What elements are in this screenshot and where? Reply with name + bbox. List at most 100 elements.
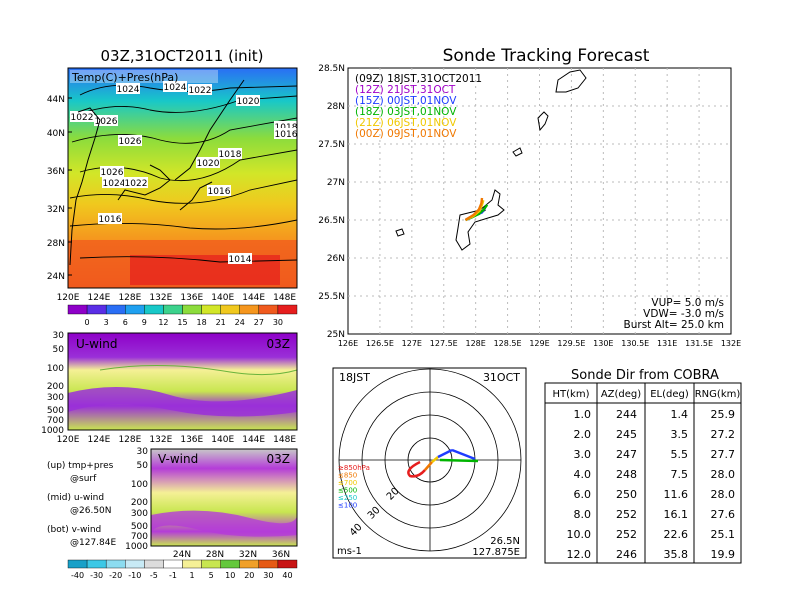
uwind-lon-tick: 144E (242, 435, 265, 445)
isobar-label: 1024 (103, 179, 126, 189)
table-cell: 252 (616, 528, 637, 541)
island-outlines (395, 69, 587, 251)
isobar-label-bg (218, 148, 242, 159)
uwind-pressure-tick: 700 (47, 416, 64, 426)
vwind-lat-tick: 32N (239, 550, 257, 560)
table-cell: 250 (616, 488, 637, 501)
wind-colorbar-label: -30 (90, 571, 103, 580)
uwind-lon-tick: 120E (57, 435, 80, 445)
uwind-pressure-tick: 1000 (41, 426, 64, 436)
isobar-label-bg (236, 95, 260, 106)
isobar-label-bg (94, 115, 118, 126)
isobar-label-bg (196, 157, 220, 168)
track-lon-tick: 127.5E (430, 339, 458, 348)
map-lat-tick: 36N (47, 167, 65, 177)
polar-level-legend: ≥850hPa≤850≤700≤500≤250≤100 (338, 464, 370, 510)
temp-colorbar-swatch (163, 304, 183, 315)
track-lon-tick: 131E (657, 339, 677, 348)
table-cell: 4.0 (574, 468, 592, 481)
table-header-cell: EL(deg) (650, 389, 689, 400)
uwind-lon-ticks: 120E 124E 128E 132E 136E 140E 144E 148E (57, 435, 297, 445)
map-lon-tick: 120E (57, 293, 80, 303)
wind-colorbar-swatch (163, 559, 183, 569)
launch-legend-entry: (00Z) 09JST,01NOV (355, 128, 457, 140)
isobar-label: 1026 (101, 168, 124, 178)
uwind-lon-tick: 128E (118, 435, 141, 445)
isobar (69, 179, 298, 204)
wind-colorbar-label: -10 (128, 571, 141, 580)
track-lon-tick: 131.5E (685, 339, 713, 348)
vwind-lat-tick: 24N (173, 550, 191, 560)
launch-param: VUP= 5.0 m/s (651, 297, 724, 309)
wind-colorbar-label: -40 (71, 571, 84, 580)
wind-colorbar-label: 30 (263, 571, 273, 580)
polar-time-label: 18JST (339, 371, 370, 384)
isobar-label-bg (274, 128, 298, 139)
isobar-label-bg (124, 177, 148, 188)
polar-date-label: 31OCT (483, 371, 520, 384)
table-cell: 22.6 (664, 528, 689, 541)
isobar-label-bg (116, 83, 140, 94)
map-lon-tick: 140E (211, 293, 234, 303)
track-lon-tick: 128E (466, 339, 486, 348)
track-panel: Sonde Tracking Forecast 28.5N 28N 27.5N 27N… (318, 46, 741, 348)
table-cell: 27.2 (711, 428, 736, 441)
table-cell: 35.8 (664, 548, 689, 561)
map-lon-tick: 124E (88, 293, 111, 303)
wind-colorbar-swatch (258, 559, 279, 569)
table-cell: 16.1 (664, 508, 689, 521)
map-lon-tick: 148E (273, 293, 296, 303)
map-lon-tick: 144E (242, 293, 265, 303)
isobar-label-bg (70, 111, 94, 122)
table-cell: 247 (616, 448, 637, 461)
temp-colorbar-swatch (258, 304, 279, 315)
isobar-label-bg (163, 81, 187, 92)
panel-legend-notes: (up) tmp+pres @surf (mid) u-wind @26.50N (bo… (47, 461, 116, 548)
isobar-label: 1026 (95, 117, 118, 127)
isobar (69, 95, 298, 119)
map-lon-tick: 128E (118, 293, 141, 303)
polar-level-label: ≤250 (338, 494, 357, 502)
track-lon-tick: 127E (402, 339, 422, 348)
map-lat-tick: 32N (47, 205, 65, 215)
temp-colorbar-label: 21 (216, 318, 226, 327)
legend-note: @surf (70, 474, 97, 484)
table-cell: 8.0 (574, 508, 592, 521)
temp-colorbar-swatch (125, 304, 145, 315)
launch-legend-entry: (12Z) 21JST,31OCT (355, 84, 456, 96)
isobar-label: 1016 (208, 187, 231, 197)
launch-param: Burst Alt= 25.0 km (624, 319, 724, 331)
table-cell: 1.0 (574, 408, 592, 421)
track-lon-tick: 126E (338, 339, 358, 348)
temp-colorbar-swatch (182, 304, 202, 315)
wind-colorbar-swatch (144, 559, 164, 569)
map-lat-tick: 40N (47, 129, 65, 139)
table-cell: 27.7 (711, 448, 736, 461)
temp-colorbar-swatch (105, 304, 126, 315)
temp-colorbar-label: 15 (177, 318, 187, 327)
temp-colorbar-swatch (144, 304, 164, 315)
uwind-label: U-wind (76, 337, 117, 351)
wind-colorbar-swatch (105, 559, 126, 569)
polar-location-lat: 26.5N (490, 536, 520, 547)
track-lon-tick: 126.5E (366, 339, 394, 348)
uwind-pressure-tick: 50 (53, 345, 65, 355)
legend-note: (mid) u-wind (47, 493, 104, 503)
isobar-label: 1022 (125, 179, 148, 189)
launch-legend-entry: (18Z) 03JST,01NOV (355, 106, 457, 118)
track-lon-tick: 130E (593, 339, 613, 348)
temp-colorbar-label: 6 (123, 318, 128, 327)
wind-colorbar-swatch (277, 559, 298, 569)
wind-colorbar-label: -5 (150, 571, 158, 580)
temp-colorbar-label: 27 (254, 318, 264, 327)
polar-level-label: ≤500 (338, 487, 357, 495)
track-lon-tick: 130.5E (621, 339, 649, 348)
table-cell: 28.0 (711, 488, 736, 501)
table-cell: 252 (616, 508, 637, 521)
track-lon-tick: 132E (721, 339, 741, 348)
wind-colorbar-label: -20 (109, 571, 122, 580)
temp-colorbar: 0 3 6 9 12 15 18 21 24 27 30 (67, 304, 298, 327)
vwind-time: 03Z (267, 452, 291, 466)
